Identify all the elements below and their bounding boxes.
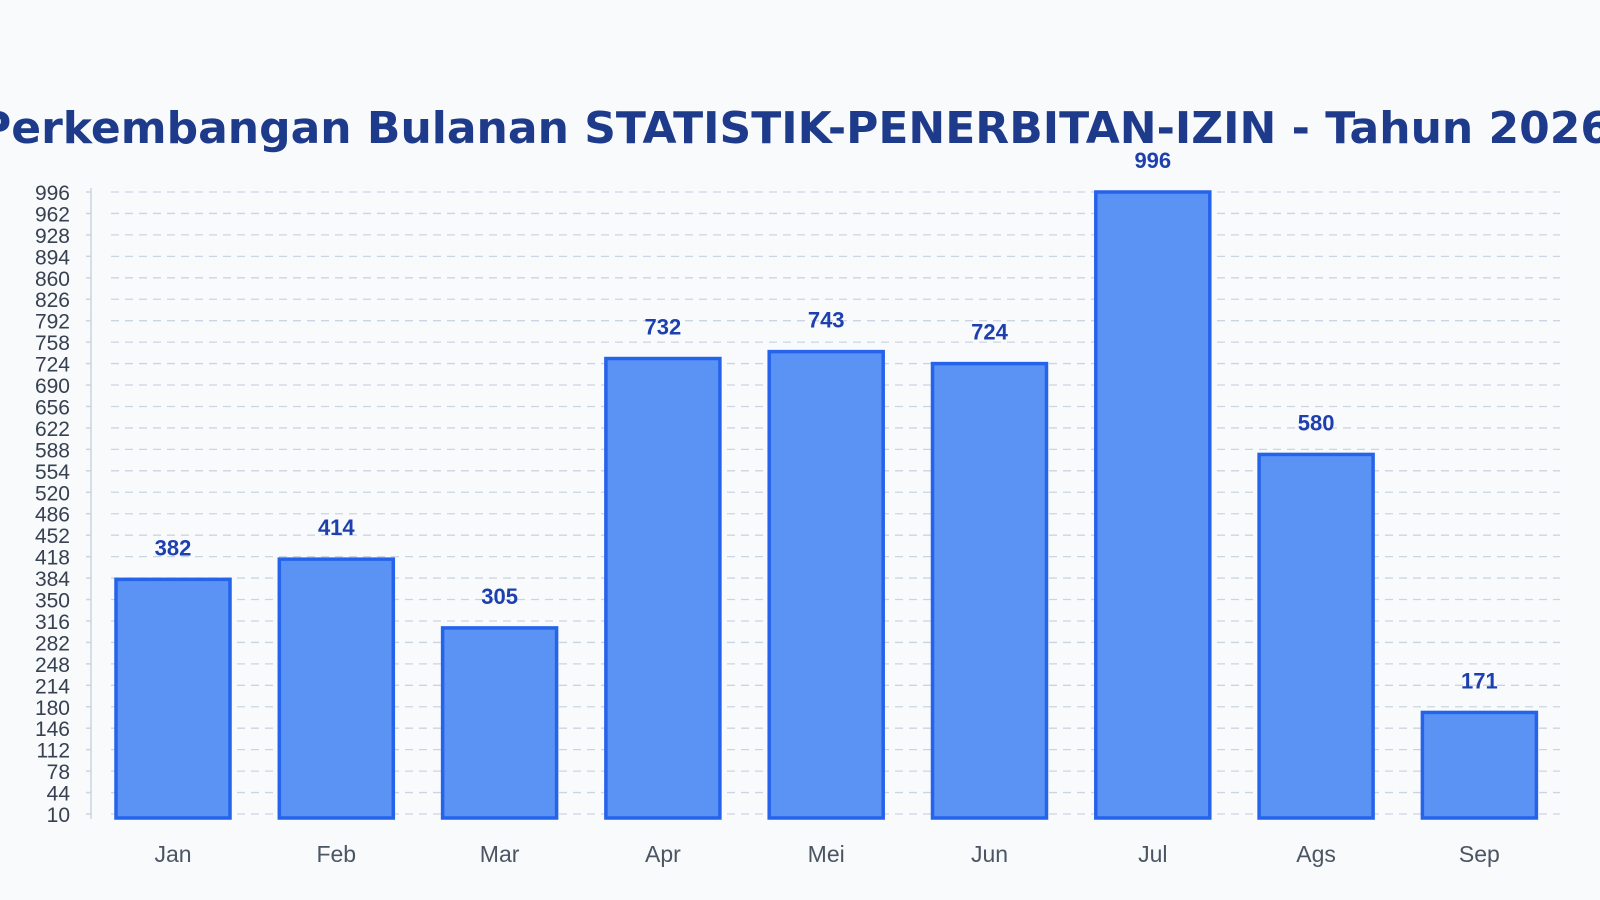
y-tick-label: 418 <box>35 547 70 570</box>
y-tick-label: 180 <box>35 697 70 720</box>
y-tick-label: 520 <box>35 482 70 505</box>
y-tick-label: 350 <box>35 590 70 613</box>
bar-feb <box>277 557 396 820</box>
chart-title: Perkembangan Bulanan STATISTIK-PENERBITA… <box>0 103 1600 154</box>
y-tick-label: 78 <box>47 761 70 784</box>
x-tick-label: Sep <box>1459 841 1500 867</box>
data-label-sep: 171 <box>1461 668 1498 693</box>
y-axis-ticks: 1044781121461802142482823163503844184524… <box>35 182 70 827</box>
data-label-feb: 414 <box>318 515 355 540</box>
data-label-jul: 996 <box>1134 148 1171 173</box>
axes <box>86 188 92 819</box>
y-tick-label: 622 <box>35 418 70 441</box>
x-axis-ticks: Jan Feb Mar Apr Mei Jun Jul Ags Sep <box>154 841 1499 867</box>
data-labels: 382 414 305 732 743 724 996 580 171 <box>155 148 1498 693</box>
y-tick-label: 962 <box>35 203 70 226</box>
bar-sep <box>1420 710 1539 820</box>
y-tick-label: 282 <box>35 632 70 655</box>
y-tick-label: 826 <box>35 289 70 312</box>
x-tick-label: Ags <box>1296 841 1336 867</box>
x-tick-label: Jan <box>154 841 191 867</box>
y-tick-label: 248 <box>35 654 70 677</box>
y-tick-label: 44 <box>47 783 71 806</box>
data-label-mar: 305 <box>481 584 518 609</box>
y-tick-label: 996 <box>35 182 70 205</box>
y-tick-label: 554 <box>35 461 70 484</box>
x-tick-label: Jul <box>1138 841 1167 867</box>
y-tick-label: 146 <box>35 718 70 741</box>
y-tick-label: 792 <box>35 311 70 334</box>
data-label-jan: 382 <box>155 535 192 560</box>
bar-jul <box>1094 190 1212 820</box>
bar-jun <box>930 361 1049 820</box>
bar-mar <box>440 626 559 820</box>
y-tick-label: 316 <box>35 611 70 634</box>
bar-ags <box>1257 452 1375 820</box>
bar-jan <box>114 577 232 820</box>
y-tick-label: 214 <box>35 675 70 698</box>
y-tick-label: 690 <box>35 375 70 398</box>
y-tick-label: 860 <box>35 268 70 291</box>
y-tick-label: 384 <box>35 568 70 591</box>
x-tick-label: Feb <box>316 841 356 867</box>
y-tick-label: 486 <box>35 504 70 527</box>
x-tick-label: Apr <box>645 841 681 867</box>
data-label-mei: 743 <box>808 308 845 333</box>
y-tick-label: 928 <box>35 225 70 248</box>
y-tick-label: 588 <box>35 439 70 462</box>
y-tick-label: 894 <box>35 246 70 269</box>
y-tick-label: 452 <box>35 525 70 548</box>
bar-apr <box>604 356 722 820</box>
y-tick-label: 656 <box>35 396 70 419</box>
y-tick-label: 10 <box>47 804 70 827</box>
bar-mei <box>767 349 885 820</box>
y-tick-label: 112 <box>37 740 70 763</box>
bars <box>114 190 1539 820</box>
x-tick-label: Mei <box>808 841 845 867</box>
data-label-apr: 732 <box>645 315 682 340</box>
data-label-ags: 580 <box>1298 410 1335 435</box>
y-tick-label: 758 <box>35 332 70 355</box>
data-label-jun: 724 <box>971 320 1008 345</box>
y-tick-label: 724 <box>35 354 70 377</box>
x-tick-label: Mar <box>480 841 520 867</box>
x-tick-label: Jun <box>971 841 1008 867</box>
